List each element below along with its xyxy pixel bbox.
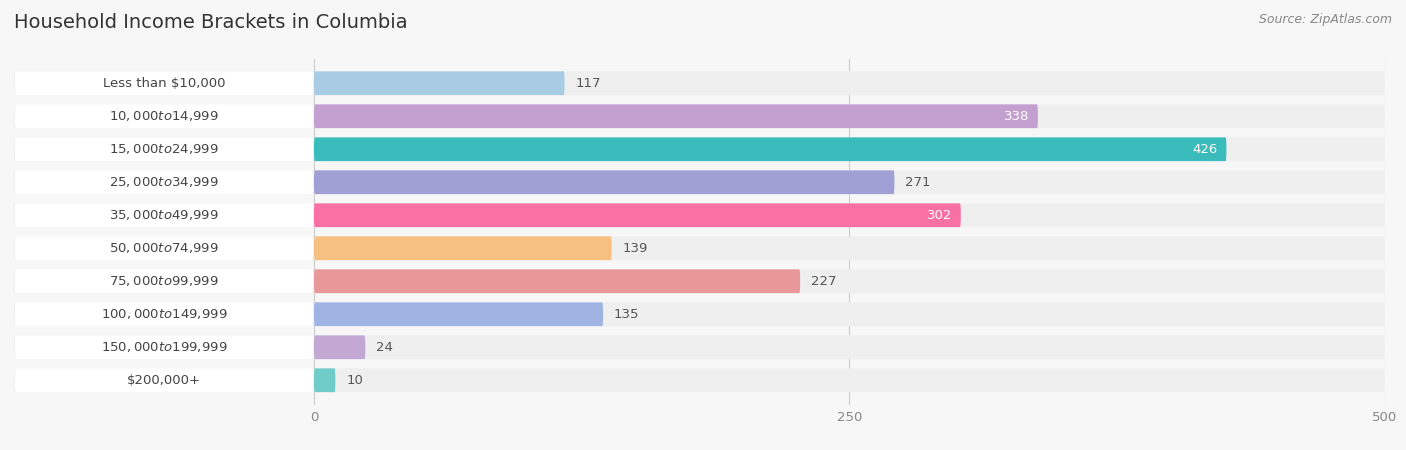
Text: 271: 271 — [905, 176, 931, 189]
FancyBboxPatch shape — [314, 270, 800, 293]
Text: Less than $10,000: Less than $10,000 — [103, 77, 225, 90]
FancyBboxPatch shape — [17, 304, 312, 325]
Text: 10: 10 — [346, 374, 363, 387]
Text: $150,000 to $199,999: $150,000 to $199,999 — [101, 340, 228, 354]
Text: $10,000 to $14,999: $10,000 to $14,999 — [110, 109, 219, 123]
FancyBboxPatch shape — [14, 270, 1385, 293]
FancyBboxPatch shape — [14, 203, 1385, 227]
FancyBboxPatch shape — [314, 72, 565, 95]
FancyBboxPatch shape — [17, 370, 312, 391]
FancyBboxPatch shape — [14, 236, 1385, 260]
Text: Household Income Brackets in Columbia: Household Income Brackets in Columbia — [14, 14, 408, 32]
FancyBboxPatch shape — [314, 335, 366, 359]
FancyBboxPatch shape — [314, 302, 603, 326]
FancyBboxPatch shape — [14, 137, 1385, 161]
Text: 426: 426 — [1192, 143, 1218, 156]
FancyBboxPatch shape — [14, 104, 1385, 128]
Text: Source: ZipAtlas.com: Source: ZipAtlas.com — [1258, 14, 1392, 27]
Text: $15,000 to $24,999: $15,000 to $24,999 — [110, 142, 219, 156]
Text: $50,000 to $74,999: $50,000 to $74,999 — [110, 241, 219, 255]
FancyBboxPatch shape — [14, 302, 1385, 326]
Text: 139: 139 — [623, 242, 648, 255]
FancyBboxPatch shape — [14, 335, 1385, 359]
FancyBboxPatch shape — [314, 203, 960, 227]
Text: $200,000+: $200,000+ — [127, 374, 201, 387]
Text: $100,000 to $149,999: $100,000 to $149,999 — [101, 307, 228, 321]
FancyBboxPatch shape — [314, 369, 336, 392]
FancyBboxPatch shape — [17, 172, 312, 193]
Text: $75,000 to $99,999: $75,000 to $99,999 — [110, 274, 219, 288]
FancyBboxPatch shape — [14, 72, 1385, 95]
FancyBboxPatch shape — [17, 106, 312, 127]
Text: 117: 117 — [575, 77, 600, 90]
FancyBboxPatch shape — [314, 171, 894, 194]
Text: 302: 302 — [927, 209, 952, 222]
FancyBboxPatch shape — [17, 73, 312, 94]
Text: $25,000 to $34,999: $25,000 to $34,999 — [110, 175, 219, 189]
Text: $35,000 to $49,999: $35,000 to $49,999 — [110, 208, 219, 222]
FancyBboxPatch shape — [17, 337, 312, 358]
FancyBboxPatch shape — [17, 139, 312, 160]
Text: 135: 135 — [614, 308, 640, 321]
FancyBboxPatch shape — [17, 238, 312, 259]
FancyBboxPatch shape — [314, 137, 1226, 161]
Text: 338: 338 — [1004, 110, 1029, 123]
FancyBboxPatch shape — [17, 271, 312, 292]
FancyBboxPatch shape — [14, 369, 1385, 392]
Text: 227: 227 — [811, 275, 837, 288]
FancyBboxPatch shape — [14, 171, 1385, 194]
FancyBboxPatch shape — [314, 104, 1038, 128]
FancyBboxPatch shape — [314, 236, 612, 260]
Text: 24: 24 — [375, 341, 392, 354]
FancyBboxPatch shape — [17, 205, 312, 226]
